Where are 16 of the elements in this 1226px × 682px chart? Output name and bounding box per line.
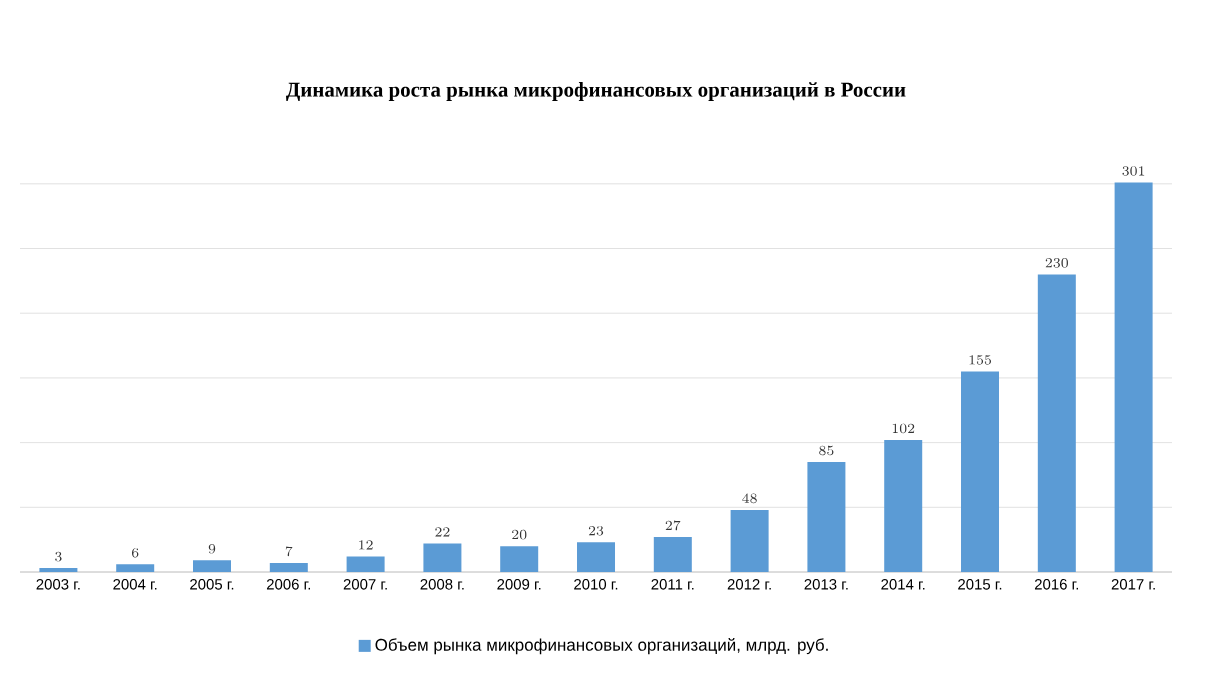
chart-title: Динамика роста рынка микрофинансовых организаций в России <box>286 82 906 101</box>
legend-label: Объем рынка микрофинансовых организаций, млрд. руб. <box>375 638 828 655</box>
bar <box>116 564 155 572</box>
bar <box>807 462 846 572</box>
bar <box>193 560 231 572</box>
bar <box>884 440 923 572</box>
bar <box>653 537 692 572</box>
bar <box>1037 274 1076 572</box>
bar <box>577 542 616 572</box>
bar <box>423 543 462 572</box>
bar <box>730 509 769 572</box>
bar <box>346 556 385 572</box>
bar <box>1114 182 1153 572</box>
bar <box>961 371 1000 572</box>
bar <box>269 562 308 572</box>
bar <box>500 546 539 572</box>
